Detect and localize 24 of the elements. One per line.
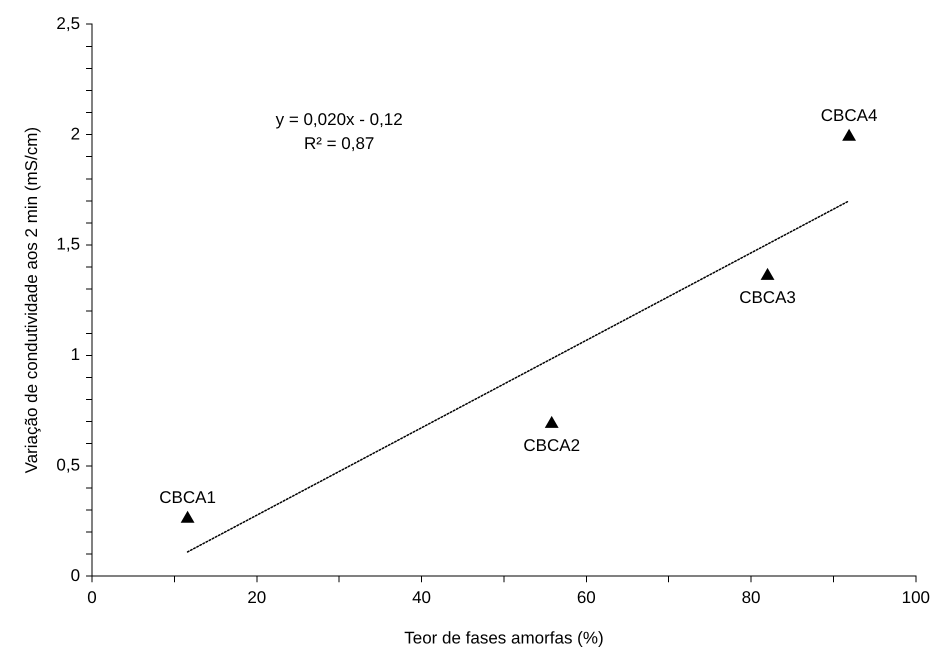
annotation: y = 0,020x - 0,12 [276,110,403,129]
annotation: CBCA3 [739,288,796,308]
y-tick-label: 0 [70,566,80,585]
x-tick-label: 40 [412,588,432,608]
y-tick-label: 1,5 [56,234,80,254]
x-tick-label: 100 [902,588,930,608]
y-tick-label: 0,5 [56,455,80,474]
annotation: CBCA4 [820,106,878,125]
x-tick-label: 20 [247,588,266,608]
y-tick-label: 2,5 [56,14,80,33]
point [842,129,856,141]
annotation: CBCA1 [159,488,216,507]
annotation: CBCA2 [523,436,580,456]
x-tick-label: 0 [87,588,97,608]
y-tick-label: 2 [70,124,80,144]
point [181,511,194,523]
x-tick-label: 80 [742,588,761,608]
y-axis-title: Variação de condutividade aos 2 min (mS/cm) [22,126,41,474]
x-axis-title: Teor de fases amorfas (%) [404,628,604,648]
y-tick-label: 1 [70,345,80,364]
x-tick-label: 60 [576,588,596,608]
point [760,268,774,280]
point [545,416,558,428]
annotation: R² = 0,87 [304,134,374,153]
